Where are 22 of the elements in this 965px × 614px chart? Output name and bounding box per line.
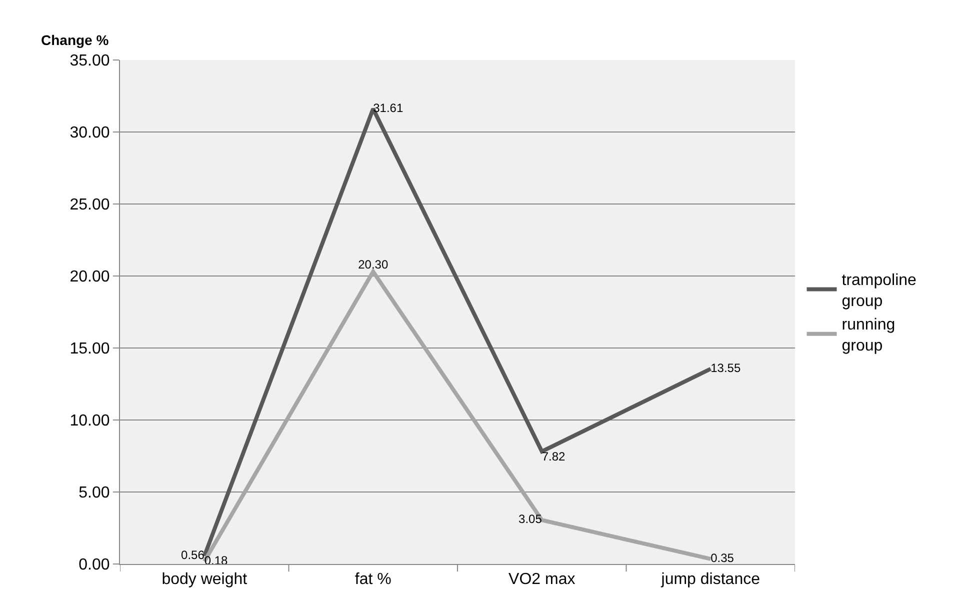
x-tick-label: fat % (354, 571, 392, 588)
y-tick-label: 25.00 (70, 196, 110, 214)
y-tick-label: 20.00 (70, 268, 110, 286)
data-label: 0.35 (710, 550, 734, 565)
y-tick-label: 15.00 (70, 340, 110, 358)
y-tick-label: 10.00 (70, 412, 110, 430)
x-tick-label: VO2 max (508, 571, 576, 588)
data-label: 31.61 (373, 100, 404, 115)
data-label: 13.55 (710, 360, 741, 375)
x-tick-label: jump distance (660, 571, 760, 588)
y-tick-label: 35.00 (70, 52, 110, 70)
legend-label: running group (842, 316, 896, 355)
data-label: 0.56 (181, 548, 205, 562)
line-series (202, 270, 713, 564)
data-label: 7.82 (542, 449, 566, 464)
y-tick-label: 5.00 (78, 484, 110, 502)
data-label: 20.30 (358, 258, 388, 272)
x-tick-label: body weight (162, 571, 248, 588)
data-label: 3.05 (518, 512, 542, 526)
y-tick-label: 30.00 (70, 124, 110, 142)
y-tick-label: 0.00 (78, 556, 110, 574)
y-axis-title: Change % (41, 32, 110, 48)
